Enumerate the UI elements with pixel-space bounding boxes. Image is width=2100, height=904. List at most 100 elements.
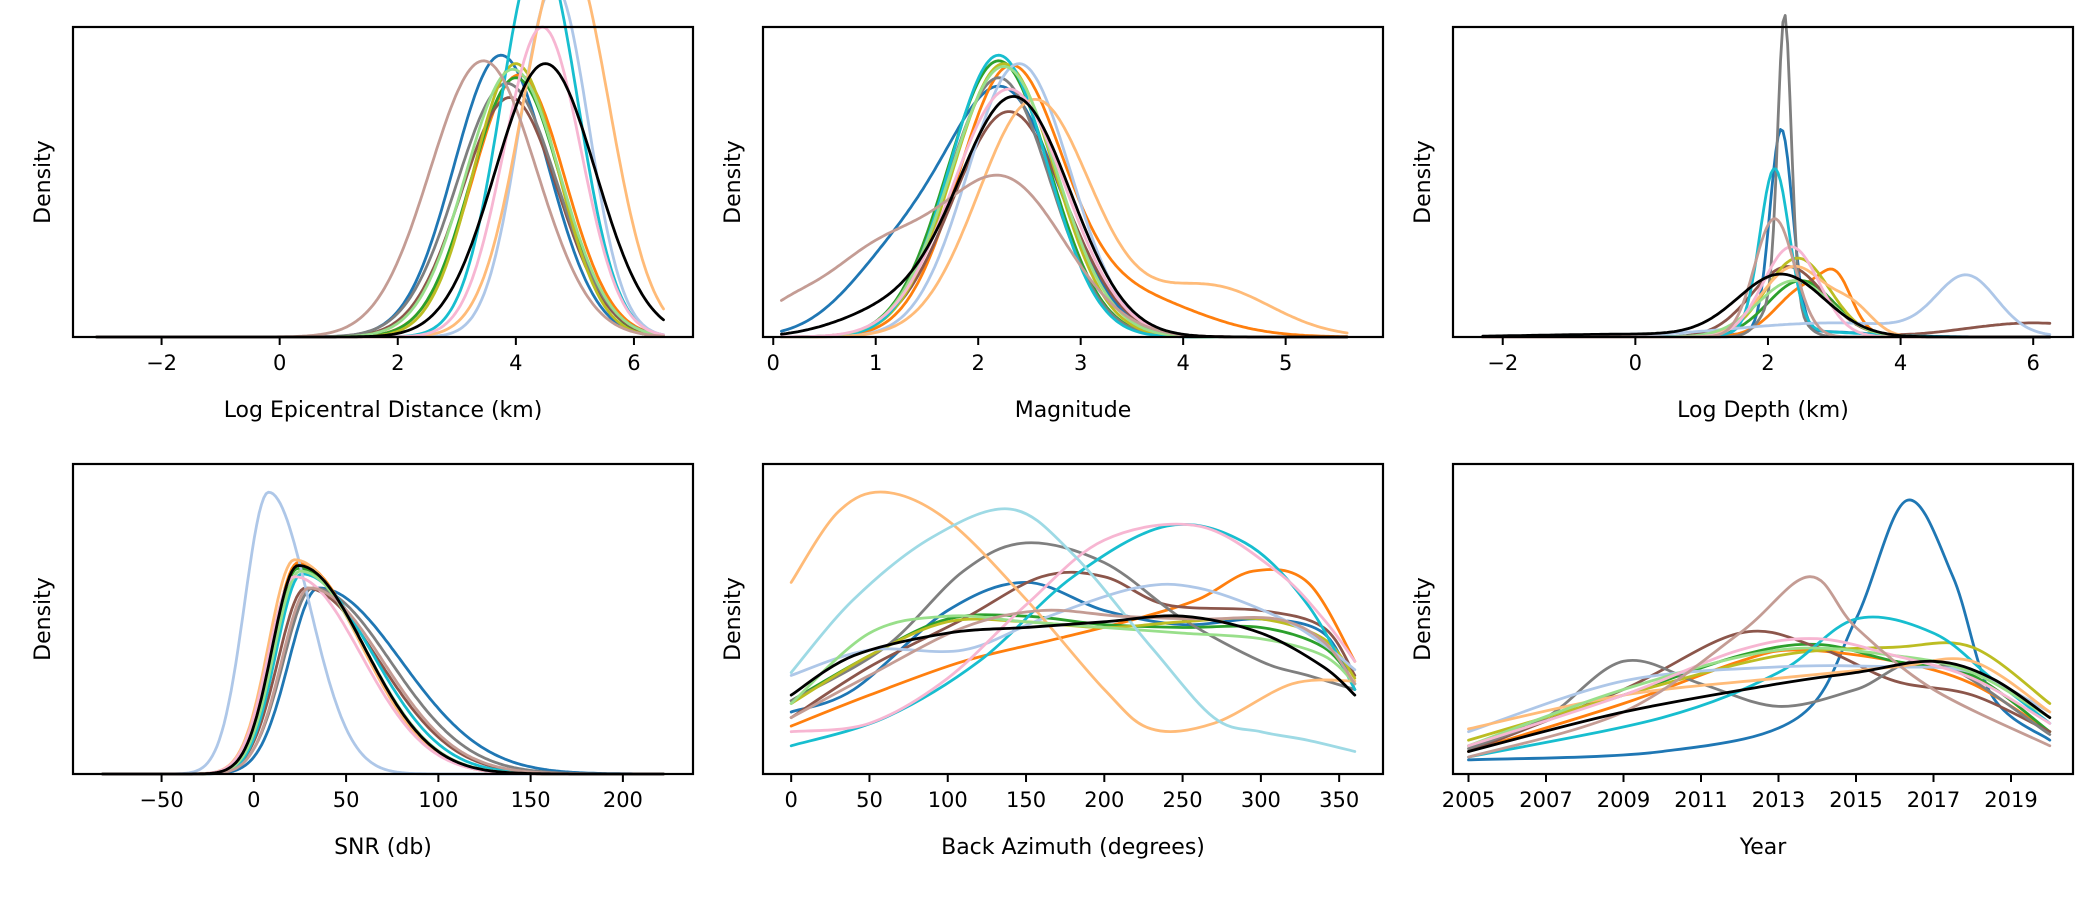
series-group [1481, 14, 2052, 339]
x-tick-label: 0 [1629, 351, 1642, 375]
x-tick-label: 2007 [1519, 788, 1572, 812]
series-line-pink [101, 575, 665, 776]
series-line-olive [780, 62, 1349, 339]
series-line-lightblue [101, 490, 665, 776]
x-tick-label: 350 [1319, 788, 1359, 812]
x-axis-label: Year [1739, 835, 1788, 860]
series-line-brown [789, 570, 1357, 719]
chart-panel-4: −50 0 50 100 150 200 SNR (db) Density [31, 462, 695, 860]
x-axis-label: Magnitude [1015, 398, 1132, 423]
x-tick-label: 50 [333, 788, 360, 812]
x-tick-label: −2 [1487, 351, 1518, 375]
x-tick-label: 3 [1074, 351, 1087, 375]
series-line-cyan [95, 0, 665, 339]
x-tick-label: −50 [139, 788, 183, 812]
series-line-lightorange [789, 490, 1357, 734]
series-line-lightgreen [1467, 646, 2052, 748]
series-line-lightcyan [789, 507, 1357, 753]
plot-frame [71, 25, 695, 339]
x-tick-label: 2 [391, 351, 404, 375]
chart-panel-2: 0 1 2 3 4 5 Magnitude Density [721, 25, 1385, 423]
series-group [1467, 498, 2052, 762]
plot-frame [761, 462, 1385, 776]
chart-panel-6: 2005 2007 2009 2011 2013 2015 2017 2019 Year Dens… [1411, 462, 2075, 860]
x-tick-label: 1 [869, 351, 882, 375]
series-line-orange [789, 568, 1357, 728]
chart-panel-3: −2 0 2 4 6 Log Depth (km) Density [1411, 14, 2075, 423]
x-tick-label: 4 [1176, 351, 1189, 375]
x-tick-label: 2 [1761, 351, 1774, 375]
x-tick-label: 6 [627, 351, 640, 375]
series-group [95, 0, 665, 339]
series-line-lightblue [95, 0, 665, 339]
series-group [789, 490, 1357, 753]
x-tick-label: 2019 [1984, 788, 2037, 812]
x-axis-label: Log Depth (km) [1677, 398, 1849, 423]
series-line-pink [1467, 637, 2052, 748]
series-line-olive [1467, 641, 2052, 742]
series-line-tan [789, 608, 1357, 719]
series-line-tan [1467, 575, 2052, 759]
series-group [780, 53, 1349, 339]
x-tick-label: 200 [1084, 788, 1124, 812]
series-line-cyan [101, 572, 665, 776]
x-tick-label: 2 [972, 351, 985, 375]
chart-panel-5: 0 50 100 150 200 250 300 350 Back Azimuth (degre… [721, 462, 1385, 860]
x-tick-label: 4 [509, 351, 522, 375]
plot-frame [1451, 462, 2075, 776]
x-tick-label: 300 [1241, 788, 1281, 812]
x-axis-label: SNR (db) [334, 835, 432, 860]
x-tick-label: 5 [1279, 351, 1292, 375]
x-tick-label: 250 [1163, 788, 1203, 812]
x-tick-label: 0 [784, 788, 797, 812]
series-line-brown [1467, 629, 2052, 753]
series-line-lightblue [789, 582, 1357, 677]
x-tick-label: −2 [146, 351, 177, 375]
x-tick-label: 2017 [1907, 788, 1960, 812]
x-axis-label: Back Azimuth (degrees) [941, 835, 1205, 860]
series-line-mean [789, 614, 1357, 697]
x-tick-label: 0 [767, 351, 780, 375]
x-tick-label: 150 [511, 788, 551, 812]
x-tick-label: 2005 [1442, 788, 1495, 812]
x-tick-label: 100 [418, 788, 458, 812]
series-line-lightgreen [789, 614, 1357, 705]
series-line-gray [789, 541, 1357, 703]
series-line-lightorange [95, 0, 665, 339]
y-axis-label: Density [1411, 577, 1436, 661]
y-axis-label: Density [31, 577, 56, 661]
series-line-cyan [1467, 615, 2052, 759]
x-tick-label: 0 [273, 351, 286, 375]
plot-frame [71, 462, 695, 776]
x-tick-label: 6 [2027, 351, 2040, 375]
x-tick-label: 50 [856, 788, 883, 812]
x-tick-label: 4 [1894, 351, 1907, 375]
chart-panel-1: −2 0 2 4 6 Log Epicentral Distance (km) Densit… [31, 0, 695, 423]
series-line-green [789, 613, 1357, 703]
series-line-mean [1467, 659, 2052, 753]
plot-frame [1451, 25, 2075, 339]
series-line-pink [95, 25, 665, 339]
x-tick-label: 100 [928, 788, 968, 812]
series-group [101, 490, 665, 776]
x-tick-label: 2015 [1829, 788, 1882, 812]
y-axis-label: Density [721, 140, 746, 224]
x-tick-label: 2009 [1597, 788, 1650, 812]
plot-frame [761, 25, 1385, 339]
series-line-pink [789, 522, 1357, 734]
series-line-lightorange [780, 98, 1349, 339]
y-axis-label: Density [1411, 140, 1436, 224]
series-line-gray [780, 76, 1349, 339]
x-tick-label: 0 [247, 788, 260, 812]
series-line-blue [1467, 498, 2052, 762]
series-line-orange [780, 63, 1349, 339]
x-tick-label: 2011 [1674, 788, 1727, 812]
x-tick-label: 200 [603, 788, 643, 812]
series-line-orange [1467, 648, 2052, 753]
y-axis-label: Density [721, 577, 746, 661]
x-tick-label: 2013 [1752, 788, 1805, 812]
y-axis-label: Density [31, 140, 56, 224]
x-axis-label: Log Epicentral Distance (km) [224, 398, 543, 423]
